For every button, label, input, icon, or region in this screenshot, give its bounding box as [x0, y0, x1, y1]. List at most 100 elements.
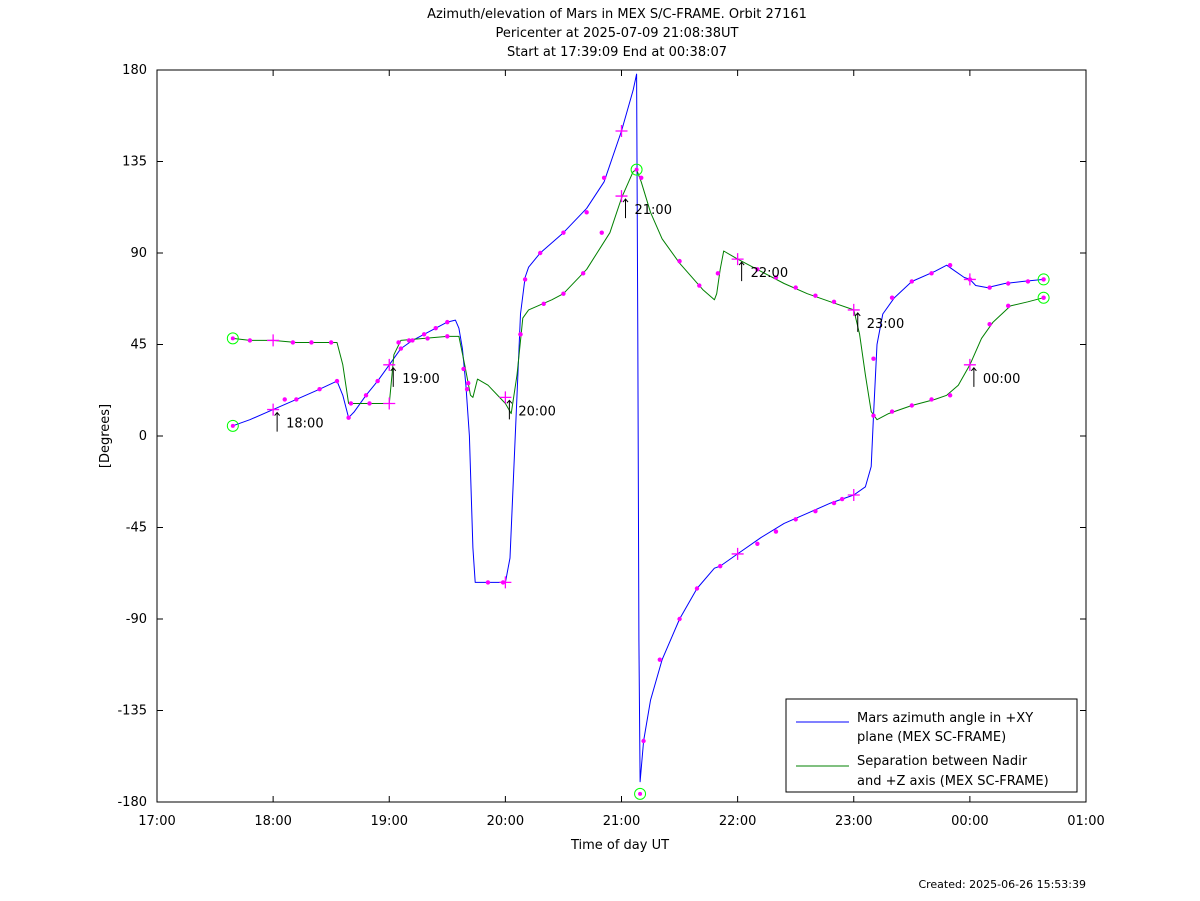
series-1-end-circle-2: [1037, 291, 1050, 304]
series-0-point-35: [909, 279, 915, 284]
series-1-point-22: [793, 285, 798, 290]
series-0-hour-mark-1: [383, 358, 396, 371]
series-0-end-dot-1: [638, 791, 643, 796]
chart-title-line-3: Start at 17:39:09 End at 00:38:07: [507, 45, 727, 60]
series-1-hour-mark-5: [847, 303, 860, 316]
created-timestamp: Created: 2025-06-26 15:53:39: [918, 878, 1086, 891]
series-0-point-2: [317, 387, 322, 392]
series-1-hour-mark-6: [963, 358, 976, 371]
series-0-hour-mark-6: [963, 273, 976, 286]
series-0-point-14: [485, 580, 491, 585]
series-1-end-dot-0: [230, 336, 235, 341]
legend: Mars azimuth angle in +XY plane (MEX SC-…: [785, 698, 1078, 793]
series-1-point-23: [813, 293, 818, 298]
series-1-point-7: [406, 338, 412, 343]
series-0-end-dot-0: [230, 423, 235, 428]
series-0-hour-mark-2: [499, 576, 512, 589]
series-1-point-24: [831, 299, 837, 304]
series-1-point-26: [889, 409, 895, 414]
series-0-point-36: [929, 271, 934, 276]
axes-layer: 17:00 18:00 19:00 20:00 21:00 22:00 23:00 00:00…: [117, 63, 1104, 829]
series-1-end-dot-2: [1041, 295, 1046, 300]
series-0-point-28: [773, 529, 779, 534]
hour-label-2: 20:00: [518, 404, 555, 419]
series-1-point-6: [396, 340, 401, 345]
series-0-end-circle-1: [634, 787, 647, 800]
series-0-point-7: [398, 346, 404, 351]
x-tick-label-7: 00:00: [951, 814, 988, 829]
series-0-point-40: [1005, 281, 1011, 286]
series-1-point-16: [639, 175, 644, 180]
y-tick-label-3: 45: [130, 338, 147, 353]
series-0-point-32: [839, 496, 845, 502]
series-0-point-39: [987, 285, 992, 290]
series-0-point-21: [601, 175, 607, 180]
x-tick-label-1: 18:00: [254, 814, 291, 829]
series-1-point-28: [929, 397, 934, 402]
series-0-point-0: [282, 397, 287, 402]
series-1-point-25: [871, 413, 876, 418]
y-tick-label-4: 0: [139, 429, 147, 444]
series-0-point-34: [889, 295, 895, 300]
x-tick-label-5: 22:00: [719, 814, 756, 829]
y-tick-label-1: 135: [122, 155, 147, 170]
series-1-hour-mark-4: [731, 253, 744, 266]
x-tick-label-2: 19:00: [371, 814, 408, 829]
hour-label-arrow-6: [970, 367, 977, 387]
series-1-point-4: [348, 401, 354, 406]
series-0-point-37: [947, 263, 953, 268]
legend-box: [785, 698, 1078, 793]
series-1-point-20: [755, 267, 760, 272]
series-line-0: [232, 73, 1044, 783]
x-tick-label-0: 17:00: [138, 814, 175, 829]
series-0-point-33: [871, 356, 876, 361]
series-1-point-0: [247, 338, 253, 343]
series-0-point-9: [421, 332, 427, 337]
series-0-point-25: [694, 586, 700, 591]
series-1-point-12: [541, 301, 546, 307]
chart-title-line-2: Pericenter at 2025-07-09 21:08:38UT: [495, 26, 738, 41]
series-0-point-8: [410, 338, 415, 343]
series-1-point-19: [715, 271, 721, 276]
series-1-point-5: [367, 401, 372, 406]
hour-label-6: 00:00: [983, 372, 1020, 387]
x-tick-label-8: 01:00: [1067, 814, 1104, 829]
series-0-point-5: [363, 393, 369, 398]
series-0-hour-mark-4: [731, 547, 744, 560]
series-1-point-18: [697, 283, 702, 288]
series-0-point-31: [831, 500, 837, 506]
series-1-point-10: [464, 387, 470, 392]
plot-area-frame: [156, 69, 1087, 803]
series-line-1: [232, 169, 1044, 421]
series-0-end-circle-2: [1037, 273, 1050, 286]
series-1-point-31: [1005, 303, 1011, 309]
series-1-point-27: [909, 403, 915, 408]
series-0-point-41: [1025, 279, 1031, 284]
series-1-point-9: [445, 334, 450, 339]
series-0-point-11: [445, 319, 450, 325]
series-1-point-1: [290, 340, 296, 345]
y-tick-label-2: 90: [130, 246, 147, 261]
y-tick-label-6: -90: [126, 612, 147, 627]
series-0-hour-mark-5: [847, 488, 860, 501]
legend-label-separation-line-2: and +Z axis (MEX SC-FRAME): [857, 774, 1049, 789]
x-tick-label-4: 21:00: [603, 814, 640, 829]
series-1-point-30: [987, 321, 992, 327]
hour-label-arrow-5: [854, 312, 861, 332]
series-0-point-13: [466, 380, 471, 386]
series-0-point-26: [718, 563, 723, 569]
hour-label-arrow-2: [506, 399, 513, 420]
series-0-point-3: [334, 378, 340, 384]
series-0-point-6: [375, 378, 380, 384]
series-0-point-19: [561, 230, 566, 235]
series-0-point-17: [522, 277, 528, 282]
y-tick-label-0: 180: [122, 63, 147, 78]
series-1-end-dot-1: [634, 167, 639, 172]
y-tick-label-5: -45: [126, 521, 147, 536]
series-0-hour-mark-3: [615, 125, 628, 137]
series-1-end-circle-0: [226, 332, 239, 345]
series-0-point-1: [294, 397, 299, 402]
chart-title-line-1: Azimuth/elevation of Mars in MEX S/C-FRA…: [427, 7, 807, 22]
y-tick-label-7: -135: [117, 704, 147, 719]
